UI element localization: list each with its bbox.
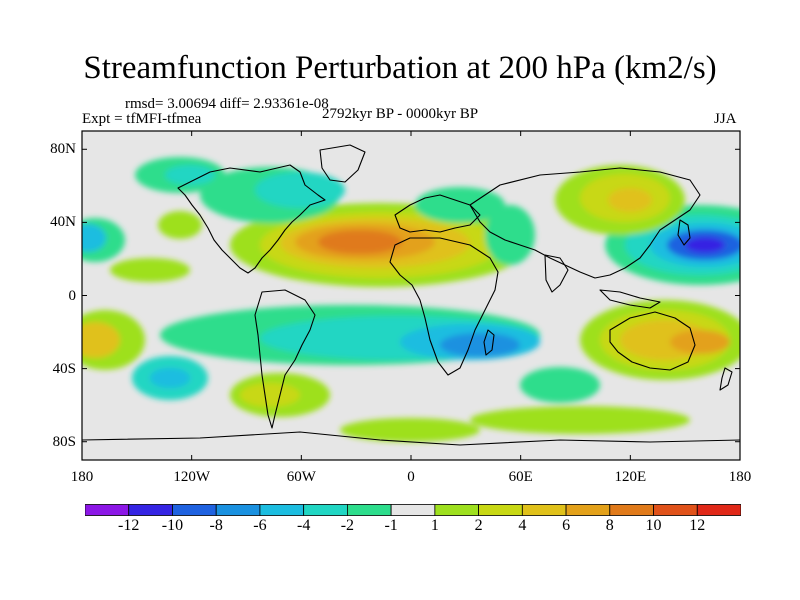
lat-label: 40N <box>50 214 76 231</box>
colorbar-label: -6 <box>253 517 267 534</box>
lon-label: 60E <box>508 469 533 485</box>
coast-north-america <box>177 164 326 274</box>
lon-label: 180 <box>70 469 94 485</box>
colorbar-box <box>303 504 348 516</box>
contour-east-pacific-high <box>82 322 120 358</box>
period-label: 2792kyr BP - 0000kyr BP <box>322 106 479 122</box>
coast-asia <box>469 167 701 279</box>
contour-north-america <box>255 172 345 208</box>
colorbar-label: 2 <box>474 517 483 534</box>
contour-australia-high <box>670 330 730 354</box>
colorbar-box <box>172 504 217 516</box>
coast-australia <box>609 311 696 371</box>
coast-new-zealand <box>719 367 733 391</box>
contour-tropical-band <box>440 333 520 357</box>
map-panel <box>82 131 740 460</box>
contour-north-america <box>165 165 215 185</box>
stats-text: rmsd= 3.00694 diff= 2.93361e-08 <box>125 96 329 112</box>
lat-label: 80S <box>52 433 76 450</box>
colorbar-label: 12 <box>689 517 706 534</box>
colorbar-label: -1 <box>384 517 398 534</box>
colorbar-box <box>565 504 611 516</box>
coast-indonesia <box>599 289 661 309</box>
contour-east-asia-high <box>608 188 652 212</box>
coast-south-america <box>254 289 316 429</box>
streamfunction-field <box>82 157 740 442</box>
season-label: JJA <box>714 111 737 127</box>
colorbar-label: 4 <box>518 517 527 534</box>
colorbar-label: -8 <box>209 517 223 534</box>
contour-west-pacific <box>685 237 725 253</box>
contour-europe-low <box>485 205 535 265</box>
coast-japan <box>677 219 691 246</box>
lon-label: 180 <box>728 469 752 485</box>
colorbar-box <box>521 504 567 516</box>
colorbar-label: -12 <box>118 517 140 534</box>
axis-ticks <box>81 131 741 460</box>
lat-label: 80N <box>50 141 76 158</box>
colorbar-box <box>653 504 698 516</box>
contour-south-america-high <box>240 383 300 407</box>
colorbar-box <box>390 504 436 516</box>
lat-label: 40S <box>52 360 76 377</box>
coast-greenland <box>319 144 366 183</box>
coast-antarctica <box>82 431 740 446</box>
colorbar-label: 6 <box>562 517 571 534</box>
colorbar-label: -4 <box>296 517 311 534</box>
colorbar-box <box>85 504 130 516</box>
chart-title: Streamfunction Perturbation at 200 hPa (… <box>83 50 717 86</box>
colorbar-label: -10 <box>161 517 184 534</box>
lat-label: 0 <box>68 287 77 304</box>
contour-sahara-high <box>318 230 402 254</box>
colorbar-label: 8 <box>605 517 614 534</box>
coastlines <box>82 144 740 446</box>
colorbar-box <box>215 504 261 516</box>
colorbar-box <box>609 504 654 516</box>
colorbar-box <box>259 504 305 516</box>
colorbar-box <box>434 504 480 516</box>
contour-north-pacific <box>158 211 202 239</box>
colorbar-label: 1 <box>430 517 439 534</box>
lon-label: 120E <box>614 469 647 485</box>
coast-europe <box>394 194 481 233</box>
colorbar-box <box>128 504 173 516</box>
contour-north-pacific <box>82 224 106 252</box>
lon-label: 120W <box>173 469 210 485</box>
colorbar-box <box>696 504 741 516</box>
coast-madagascar <box>483 329 495 356</box>
lon-label: 0 <box>407 469 415 485</box>
coast-africa <box>389 237 499 376</box>
contour-southern-ocean <box>340 418 480 442</box>
contour-north-pacific <box>110 258 190 282</box>
contour-south-pacific-low <box>150 368 190 388</box>
colorbar-label: 10 <box>645 517 662 534</box>
coast-india <box>544 254 569 293</box>
contour-southern-ocean <box>470 406 690 434</box>
colorbar-label: -2 <box>340 517 355 534</box>
lon-label: 60W <box>286 469 316 485</box>
colorbar-box <box>346 504 392 516</box>
experiment-label: Expt = tfMFI-tfmea <box>82 111 202 127</box>
colorbar-box <box>478 504 523 516</box>
colorbar <box>85 504 741 516</box>
contour-south-indian <box>520 367 600 403</box>
